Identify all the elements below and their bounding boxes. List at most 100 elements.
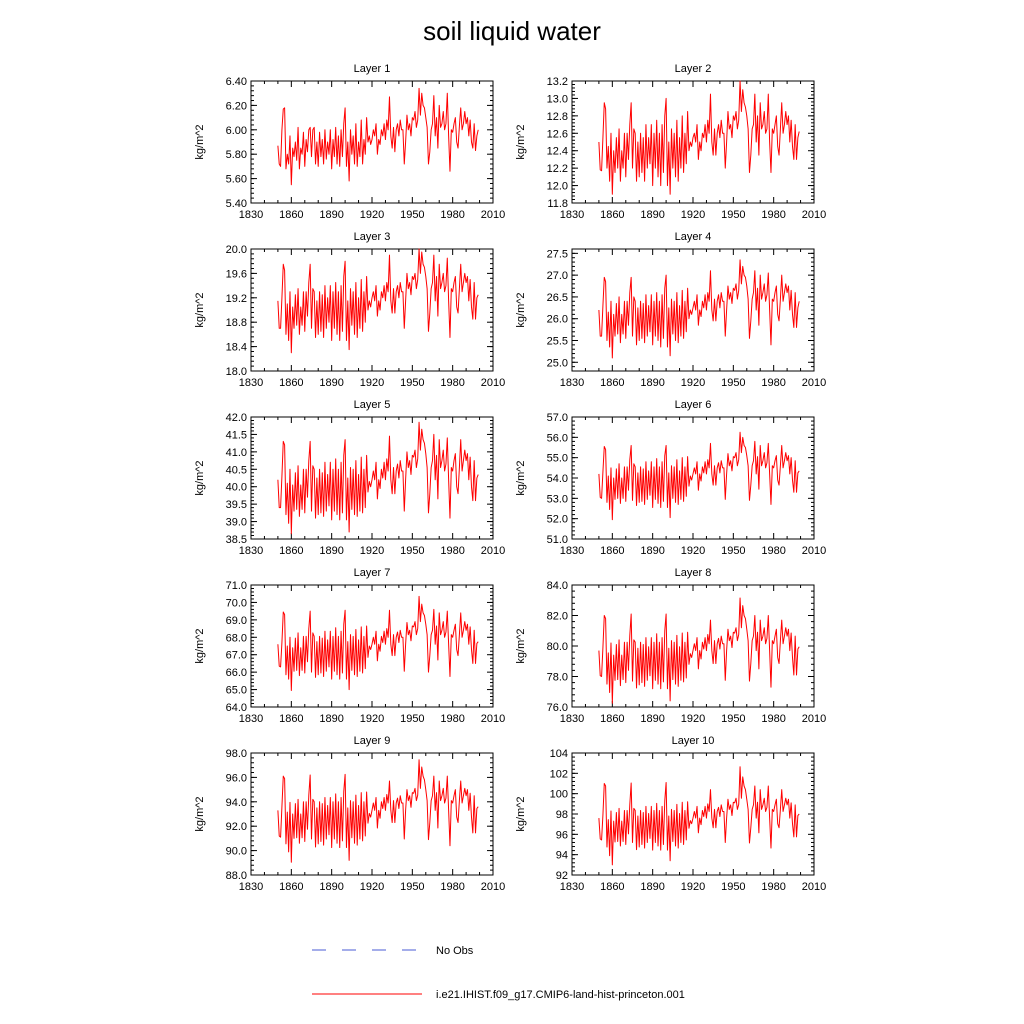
x-tick-label: 1950	[400, 377, 424, 389]
x-tick-label: 1860	[279, 881, 303, 893]
y-tick-label: 12.8	[547, 111, 568, 123]
panel-title: Layer 7	[354, 567, 391, 579]
y-tick-label: 104	[550, 748, 568, 760]
x-tick-label: 1980	[761, 713, 785, 725]
x-tick-label: 1830	[239, 377, 263, 389]
y-axis-label: kg/m^2	[515, 628, 527, 663]
y-tick-label: 12.2	[547, 163, 568, 175]
x-tick-label: 1860	[279, 209, 303, 221]
x-tick-label: 1890	[640, 209, 664, 221]
y-tick-label: 80.0	[547, 641, 568, 653]
y-tick-label: 5.80	[226, 149, 247, 161]
figure-title: soil liquid water	[423, 16, 601, 46]
x-tick-label: 1920	[681, 545, 705, 557]
y-tick-label: 27.5	[547, 248, 568, 260]
x-tick-label: 1950	[721, 377, 745, 389]
panel-5: Layer 5 1830 1860 1890 1920 1950 1980 2010 38.5 3…	[194, 399, 505, 557]
x-tick-label: 1890	[640, 713, 664, 725]
y-tick-label: 98.0	[226, 748, 247, 760]
y-tick-label: 102	[550, 768, 568, 780]
x-tick-label: 1830	[560, 881, 584, 893]
panel-title: Layer 5	[354, 399, 391, 411]
x-tick-label: 1830	[560, 377, 584, 389]
y-axis-label: kg/m^2	[194, 292, 206, 327]
y-tick-label: 57.0	[547, 412, 568, 424]
x-tick-label: 2010	[802, 377, 826, 389]
y-tick-label: 55.0	[547, 453, 568, 465]
series-line	[277, 248, 479, 354]
x-tick-label: 1890	[319, 713, 343, 725]
x-tick-label: 1890	[640, 881, 664, 893]
x-tick-label: 1980	[440, 881, 464, 893]
y-tick-label: 11.8	[547, 198, 568, 210]
y-tick-label: 66.0	[226, 667, 247, 679]
y-axis-label: kg/m^2	[515, 292, 527, 327]
series-line	[598, 597, 800, 704]
y-tick-label: 71.0	[226, 580, 247, 592]
y-tick-label: 12.6	[547, 128, 568, 140]
y-tick-label: 18.4	[226, 342, 247, 354]
y-tick-label: 96	[556, 829, 568, 841]
panel-grid: Layer 1 1830 1860 1890 1920 1950 1980 2010 5.40 5…	[194, 63, 826, 893]
x-tick-label: 1890	[319, 377, 343, 389]
y-tick-label: 18.0	[226, 366, 247, 378]
panel-8: Layer 8 1830 1860 1890 1920 1950 1980 2010 76.0 7…	[515, 567, 826, 725]
y-tick-label: 68.0	[226, 632, 247, 644]
series-line	[277, 87, 479, 186]
x-tick-label: 1890	[319, 545, 343, 557]
x-tick-label: 1860	[600, 713, 624, 725]
panel-3: Layer 3 1830 1860 1890 1920 1950 1980 2010 18.0 1…	[194, 231, 505, 389]
panel-9: Layer 9 1830 1860 1890 1920 1950 1980 2010 88.0 9…	[194, 735, 505, 893]
x-tick-label: 1920	[681, 377, 705, 389]
y-tick-label: 94	[556, 850, 568, 862]
y-tick-label: 5.40	[226, 198, 247, 210]
y-tick-label: 96.0	[226, 772, 247, 784]
x-tick-label: 1860	[279, 545, 303, 557]
x-tick-label: 1980	[761, 377, 785, 389]
x-tick-label: 1980	[440, 713, 464, 725]
y-tick-label: 67.0	[226, 650, 247, 662]
x-tick-label: 1980	[761, 881, 785, 893]
y-tick-label: 6.20	[226, 100, 247, 112]
legend: No Obs i.e21.IHIST.f09_g17.CMIP6-land-hi…	[312, 945, 685, 1001]
y-tick-label: 18.8	[226, 317, 247, 329]
x-tick-label: 1890	[640, 545, 664, 557]
series-line	[277, 595, 479, 691]
y-tick-label: 6.40	[226, 76, 247, 88]
x-tick-label: 1860	[600, 377, 624, 389]
y-tick-label: 94.0	[226, 797, 247, 809]
x-tick-label: 1980	[440, 209, 464, 221]
x-tick-label: 2010	[481, 377, 505, 389]
y-tick-label: 39.5	[226, 499, 247, 511]
x-tick-label: 1920	[360, 209, 384, 221]
x-tick-label: 1950	[400, 545, 424, 557]
y-tick-label: 92.0	[226, 821, 247, 833]
x-tick-label: 1920	[360, 545, 384, 557]
x-tick-label: 2010	[802, 881, 826, 893]
y-tick-label: 78.0	[547, 672, 568, 684]
y-axis-label: kg/m^2	[515, 460, 527, 495]
y-tick-label: 53.0	[547, 493, 568, 505]
y-tick-label: 40.5	[226, 464, 247, 476]
panel-title: Layer 1	[354, 63, 391, 75]
y-tick-label: 69.0	[226, 615, 247, 627]
panel-10: Layer 10 1830 1860 1890 1920 1950 1980 2010 92 94…	[515, 735, 826, 893]
series-line	[598, 259, 800, 359]
y-axis-label: kg/m^2	[515, 796, 527, 831]
x-tick-label: 1980	[761, 545, 785, 557]
series-line	[277, 759, 479, 863]
x-tick-label: 2010	[802, 209, 826, 221]
x-tick-label: 2010	[481, 209, 505, 221]
y-tick-label: 42.0	[226, 412, 247, 424]
x-tick-label: 1860	[279, 713, 303, 725]
x-tick-label: 2010	[481, 881, 505, 893]
x-tick-label: 1950	[721, 545, 745, 557]
y-tick-label: 26.0	[547, 314, 568, 326]
x-tick-label: 1950	[400, 209, 424, 221]
y-tick-label: 65.0	[226, 685, 247, 697]
x-tick-label: 1950	[721, 209, 745, 221]
x-tick-label: 1830	[239, 881, 263, 893]
panel-title: Layer 4	[675, 231, 712, 243]
x-tick-label: 1980	[440, 377, 464, 389]
x-tick-label: 2010	[481, 713, 505, 725]
